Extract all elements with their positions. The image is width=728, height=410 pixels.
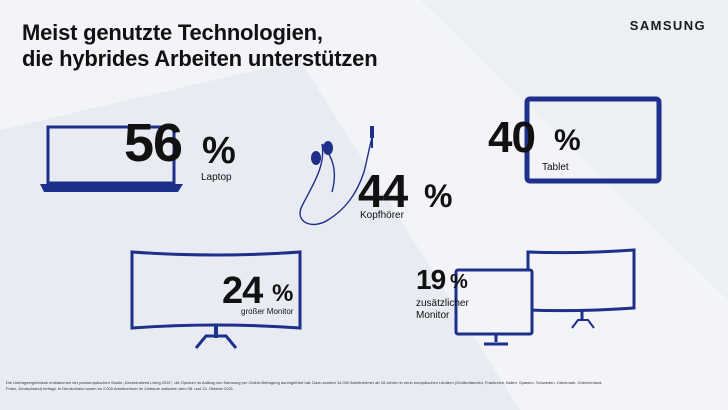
tablet-label: Tablet — [542, 162, 569, 173]
tablet-percent-sign: % — [554, 124, 581, 157]
earphones-percent-sign: % — [424, 178, 453, 214]
dual-monitor-label-line-2: Monitor — [416, 310, 450, 321]
title-line-2: die hybrides Arbeiten unterstützen — [22, 46, 378, 71]
dual-monitor-label: zusätzlicher Monitor — [416, 298, 469, 322]
title-line-1: Meist genutzte Technologien, — [22, 20, 323, 45]
laptop-label: Laptop — [201, 172, 232, 183]
dual-monitor-percent-sign: % — [450, 271, 468, 293]
samsung-logo: SAMSUNG — [629, 18, 706, 33]
earphones-percent-value: 44 — [358, 165, 408, 217]
laptop-percent-sign: % — [202, 130, 236, 172]
curved-monitor-icon — [130, 250, 302, 349]
dual-monitor-icon — [454, 248, 636, 346]
laptop-icon — [40, 125, 183, 192]
dual-monitor-label-line-1: zusätzlicher — [416, 298, 469, 309]
laptop-percent-value: 56 — [124, 113, 183, 173]
tablet-percent-value: 40 — [488, 113, 536, 162]
monitor-label: großer Monitor — [241, 307, 294, 316]
dual-monitor-percent-value: 19 — [416, 264, 446, 295]
earphones-label: Kopfhörer — [360, 210, 404, 221]
footnote: Die Umfrageergebnisse entstammen der pan… — [6, 380, 603, 391]
page-title: Meist genutzte Technologien, die hybride… — [22, 20, 378, 72]
monitor-percent-value: 24 — [222, 270, 263, 312]
earphones-icon — [299, 126, 374, 225]
monitor-percent-sign: % — [272, 280, 294, 307]
tablet-icon — [524, 96, 662, 184]
